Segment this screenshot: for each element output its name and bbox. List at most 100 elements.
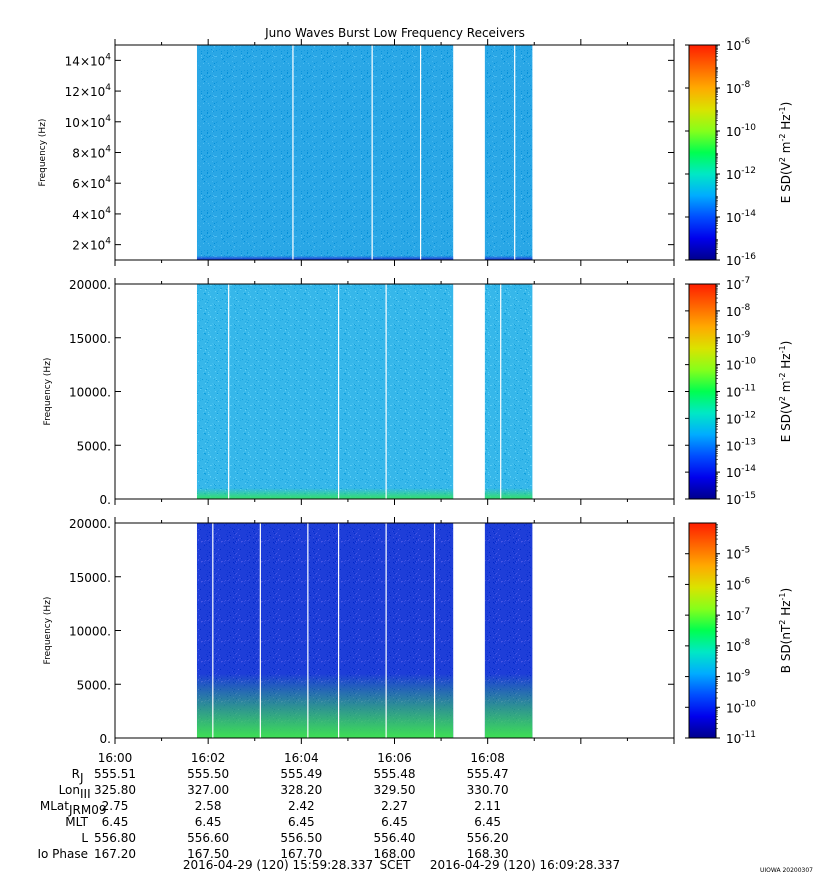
time-tick-label: 16:00	[98, 751, 133, 765]
y-tick-label: 15000.	[69, 332, 111, 346]
colorbar-tick-label: 10-14	[726, 209, 756, 225]
colorbar-tick-label: 10-15	[726, 491, 756, 507]
footer-start: 2016-04-29 (120) 15:59:28.337	[183, 858, 373, 872]
colorbar-tick-label: 10-8	[726, 80, 751, 96]
ephemeris-value: 556.60	[187, 831, 229, 845]
ephemeris-value: 555.49	[280, 767, 322, 781]
ephemeris-value: 6.45	[102, 815, 129, 829]
chart-title: Juno Waves Burst Low Frequency Receivers	[264, 26, 525, 40]
ephemeris-label: Lon	[59, 783, 80, 797]
ephemeris-value: 556.20	[467, 831, 509, 845]
colorbar-tick-label: 10-10	[726, 123, 756, 139]
colorbar-tick-label: 10-6	[726, 37, 751, 53]
ephemeris-value: 556.80	[94, 831, 136, 845]
ephemeris-value: 329.50	[374, 783, 416, 797]
ephemeris-value: 555.51	[94, 767, 136, 781]
panel-1: 2×104 4×104 6×104 8×104 10×104 12×104 14×104 Fr…	[38, 37, 793, 268]
low-frequency-band	[196, 488, 454, 499]
colorbar-tick-label: 10-10	[726, 357, 756, 373]
footer-scet: SCET	[380, 858, 412, 872]
panel-3: 0. 5000. 10000. 15000. 20000. Frequency (Hz) 1…	[43, 517, 793, 746]
y-tick-label: 20000.	[69, 517, 111, 531]
y-tick-label: 10000.	[69, 625, 111, 639]
colorbar-tick-label: 10-5	[726, 546, 750, 562]
colorbar-tick-label: 10-11	[726, 730, 756, 746]
ephemeris-value: 6.45	[474, 815, 501, 829]
ephemeris-value: 167.20	[94, 847, 136, 861]
ephemeris-label: MLat	[40, 799, 69, 813]
time-tick-label: 16:04	[284, 751, 319, 765]
colorbar-tick-label: 10-9	[726, 330, 751, 346]
credit-label: UIOWA 20200307	[760, 867, 813, 874]
spectrogram-segment	[196, 284, 454, 499]
y-tick-label: 12×104	[65, 83, 112, 99]
ephemeris-label: Io Phase	[37, 847, 88, 861]
y-tick-label: 14×104	[65, 52, 112, 68]
colorbar-label: B SD(nT2 Hz-1)	[778, 588, 793, 673]
y-tick-label: 8×104	[72, 145, 111, 161]
ephemeris-value: 168.00	[374, 847, 416, 861]
ephemeris-value: 167.50	[187, 847, 229, 861]
footer-end: 2016-04-29 (120) 16:09:28.337	[430, 858, 620, 872]
colorbar-tick-label: 10-8	[726, 638, 751, 654]
time-tick-label: 16:08	[470, 751, 505, 765]
time-tick-label: 16:06	[377, 751, 412, 765]
colorbar-tick-label: 10-8	[726, 303, 751, 319]
y-tick-label: 10000.	[69, 386, 111, 400]
y-axis-label: Frequency (Hz)	[38, 119, 48, 187]
y-tick-label: 20000.	[69, 278, 111, 292]
ephemeris-subscript: III	[80, 787, 91, 801]
colorbar	[688, 283, 717, 500]
ephemeris-label: L	[81, 831, 88, 845]
colorbar-tick-label: 10-14	[726, 464, 756, 480]
colorbar-tick-label: 10-16	[726, 252, 756, 268]
ephemeris-value: 6.45	[288, 815, 315, 829]
low-frequency-band	[484, 488, 533, 499]
colorbar-tick-label: 10-12	[726, 166, 756, 182]
colorbar-tick-label: 10-7	[726, 607, 750, 623]
low-frequency-band	[484, 255, 533, 260]
ephemeris-value: 6.45	[195, 815, 222, 829]
y-tick-label: 10×104	[65, 114, 112, 130]
ephemeris-value: 2.11	[474, 799, 501, 813]
colorbar-tick-label: 10-11	[726, 384, 756, 400]
ephemeris-value: 555.48	[374, 767, 416, 781]
colorbar-label: E SD(V2 m-2 Hz-1)	[778, 102, 793, 204]
y-axis-label: Frequency (Hz)	[43, 358, 53, 426]
y-tick-label: 5000.	[77, 678, 111, 692]
ephemeris-value: 555.47	[467, 767, 509, 781]
ephemeris-value: 555.50	[187, 767, 229, 781]
low-frequency-band	[196, 255, 454, 260]
colorbar	[688, 522, 717, 739]
low-frequency-band	[484, 673, 533, 738]
y-tick-label: 0.	[100, 732, 111, 746]
y-tick-label: 5000.	[77, 439, 111, 453]
y-tick-label: 0.	[100, 493, 111, 507]
y-tick-label: 2×104	[72, 237, 111, 253]
y-axis-label: Frequency (Hz)	[43, 597, 53, 665]
ephemeris-value: 328.20	[280, 783, 322, 797]
ephemeris-subscript: J	[79, 771, 84, 785]
time-tick-label: 16:02	[191, 751, 226, 765]
spectrogram-segment	[484, 284, 533, 499]
ephemeris-value: 2.27	[381, 799, 408, 813]
colorbar	[688, 44, 717, 261]
colorbar-tick-label: 10-12	[726, 410, 756, 426]
ephemeris-value: 330.70	[467, 783, 509, 797]
ephemeris-value: 327.00	[187, 783, 229, 797]
colorbar-tick-label: 10-10	[726, 699, 756, 715]
ephemeris-value: 325.80	[94, 783, 136, 797]
y-tick-label: 6×104	[72, 175, 111, 191]
spectrogram-segment	[196, 45, 454, 260]
panel-2: 0. 5000. 10000. 15000. 20000. Frequency (Hz) 1…	[43, 276, 793, 507]
low-frequency-band	[196, 673, 454, 738]
colorbar-tick-label: 10-7	[726, 276, 750, 292]
y-tick-label: 15000.	[69, 571, 111, 585]
colorbar-tick-label: 10-9	[726, 669, 751, 685]
ephemeris-label: MLT	[65, 815, 88, 829]
ephemeris-value: 2.75	[102, 799, 129, 813]
colorbar-label: E SD(V2 m-2 Hz-1)	[778, 341, 793, 443]
ephemeris-value: 2.58	[195, 799, 222, 813]
ephemeris-subscript: JRM09	[68, 803, 107, 817]
